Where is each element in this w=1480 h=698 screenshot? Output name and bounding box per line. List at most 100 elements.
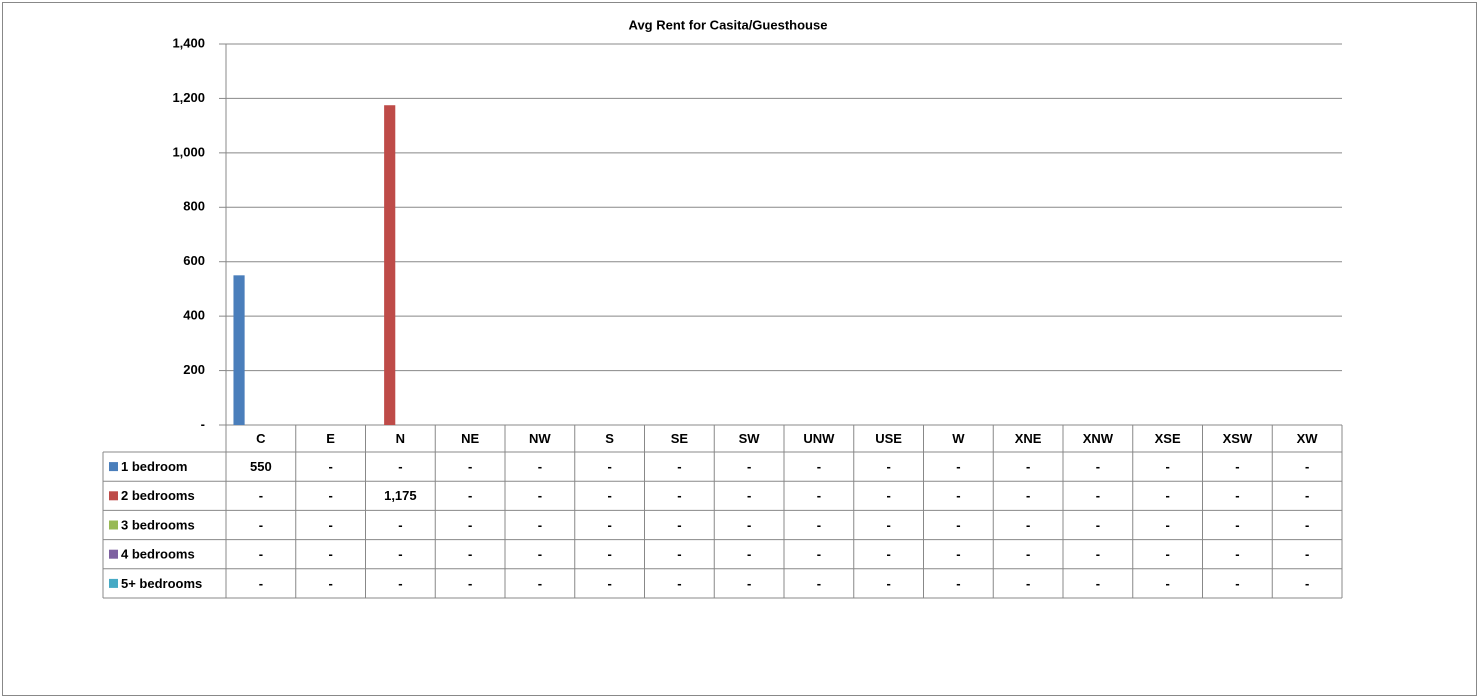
bar: [233, 275, 245, 425]
table-cell: -: [328, 488, 332, 503]
x-tick-label: XNW: [1083, 431, 1114, 446]
table-cell: -: [1026, 576, 1030, 591]
table-cell: -: [956, 459, 960, 474]
table-cell: -: [538, 547, 542, 562]
table-cell: -: [1096, 459, 1100, 474]
x-tick-label: USE: [875, 431, 902, 446]
table-cell: -: [468, 547, 472, 562]
bar: [384, 105, 396, 425]
table-cell: -: [1235, 547, 1239, 562]
legend-key: [109, 520, 118, 530]
table-cell: -: [398, 576, 402, 591]
table-cell: -: [886, 547, 890, 562]
x-tick-label: NW: [529, 431, 551, 446]
table-cell: -: [259, 547, 263, 562]
table-cell: -: [1096, 576, 1100, 591]
table-cell: -: [1165, 517, 1169, 532]
table-cell: -: [817, 488, 821, 503]
table-cell: -: [398, 517, 402, 532]
table-cell: -: [1305, 517, 1309, 532]
table-cell: -: [259, 576, 263, 591]
x-tick-label: XNE: [1015, 431, 1042, 446]
table-cell: -: [1096, 547, 1100, 562]
chart-title: Avg Rent for Casita/Guesthouse: [629, 17, 828, 32]
table-cell: -: [956, 547, 960, 562]
table-cell: -: [1026, 547, 1030, 562]
table-cell: -: [886, 459, 890, 474]
legend-label: 5+ bedrooms: [121, 576, 202, 591]
table-cell: -: [259, 517, 263, 532]
table-cell: -: [1235, 459, 1239, 474]
table-cell: -: [1305, 547, 1309, 562]
table-cell: -: [1235, 517, 1239, 532]
y-tick-label: -: [201, 416, 205, 431]
table-cell: -: [677, 459, 681, 474]
table-cell: -: [259, 488, 263, 503]
table-cell: -: [747, 459, 751, 474]
legend-key: [109, 549, 118, 559]
table-cell: -: [677, 576, 681, 591]
table-cell: -: [817, 517, 821, 532]
table-cell: -: [538, 488, 542, 503]
table-cell: -: [468, 459, 472, 474]
table-cell: -: [468, 576, 472, 591]
table-cell: -: [1096, 488, 1100, 503]
legend-key: [109, 578, 118, 588]
x-tick-label: SE: [671, 431, 689, 446]
y-tick-label: 1,200: [172, 90, 205, 105]
y-tick-label: 1,000: [172, 144, 205, 159]
table-cell: -: [607, 576, 611, 591]
table-cell: -: [1305, 488, 1309, 503]
table-cell: -: [1165, 488, 1169, 503]
y-tick-label: 400: [183, 308, 205, 323]
table-cell: -: [1165, 547, 1169, 562]
table-cell: -: [747, 576, 751, 591]
x-tick-label: W: [952, 431, 965, 446]
x-tick-label: C: [256, 431, 266, 446]
table-cell: -: [607, 488, 611, 503]
table-cell: -: [538, 576, 542, 591]
table-cell: -: [817, 576, 821, 591]
table-cell: -: [747, 547, 751, 562]
table-cell: -: [328, 459, 332, 474]
table-cell: -: [1235, 488, 1239, 503]
legend-label: 4 bedrooms: [121, 547, 195, 562]
table-cell: 550: [250, 459, 272, 474]
table-cell: -: [1165, 459, 1169, 474]
table-cell: -: [1305, 576, 1309, 591]
table-cell: -: [538, 459, 542, 474]
table-cell: -: [886, 576, 890, 591]
x-tick-label: XSE: [1155, 431, 1181, 446]
table-cell: -: [677, 488, 681, 503]
table-cell: -: [328, 547, 332, 562]
table-cell: -: [607, 459, 611, 474]
x-tick-label: NE: [461, 431, 479, 446]
table-cell: 1,175: [384, 488, 417, 503]
x-tick-label: SW: [739, 431, 761, 446]
table-cell: -: [677, 547, 681, 562]
table-cell: -: [747, 488, 751, 503]
table-cell: -: [538, 517, 542, 532]
table-cell: -: [1026, 488, 1030, 503]
table-cell: -: [956, 517, 960, 532]
table-cell: -: [1235, 576, 1239, 591]
table-cell: -: [1026, 517, 1030, 532]
table-cell: -: [1165, 576, 1169, 591]
x-tick-label: N: [396, 431, 405, 446]
table-cell: -: [398, 459, 402, 474]
table-cell: -: [886, 517, 890, 532]
table-cell: -: [468, 517, 472, 532]
x-tick-label: UNW: [803, 431, 835, 446]
table-cell: -: [468, 488, 472, 503]
table-cell: -: [607, 547, 611, 562]
table-cell: -: [328, 517, 332, 532]
legend-label: 2 bedrooms: [121, 488, 195, 503]
x-tick-label: E: [326, 431, 335, 446]
table-cell: -: [398, 547, 402, 562]
y-tick-label: 200: [183, 362, 205, 377]
table-cell: -: [956, 488, 960, 503]
legend-key: [109, 462, 118, 472]
x-tick-label: S: [605, 431, 614, 446]
